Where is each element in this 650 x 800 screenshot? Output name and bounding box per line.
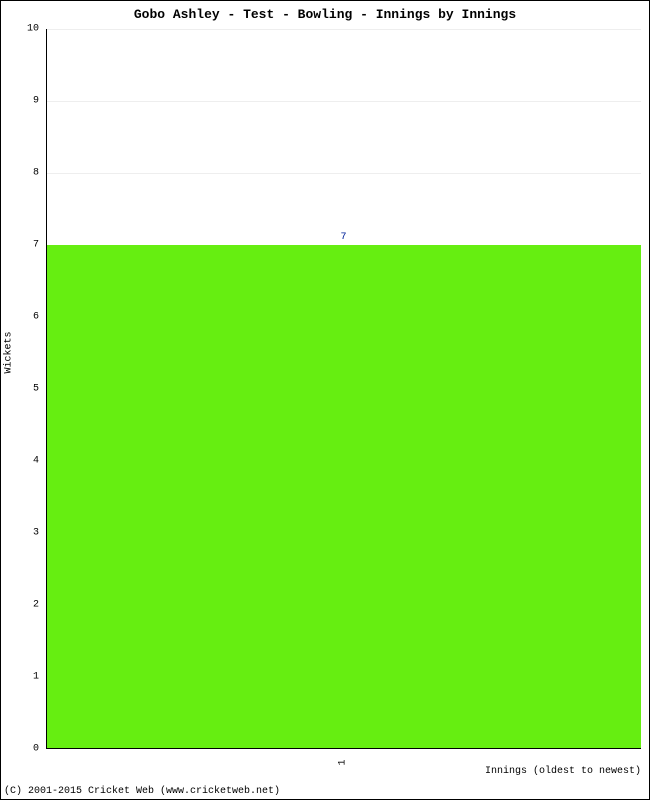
y-tick-label: 7 bbox=[19, 240, 39, 251]
gridline bbox=[46, 173, 641, 174]
y-axis-label: Wickets bbox=[4, 331, 15, 373]
y-tick-label: 4 bbox=[19, 456, 39, 467]
y-tick-label: 9 bbox=[19, 96, 39, 107]
x-axis-label: Innings (oldest to newest) bbox=[485, 766, 641, 777]
gridline bbox=[46, 101, 641, 102]
chart-container: Gobo Ashley - Test - Bowling - Innings b… bbox=[0, 0, 650, 800]
copyright-text: (C) 2001-2015 Cricket Web (www.cricketwe… bbox=[4, 786, 280, 797]
y-tick-label: 8 bbox=[19, 168, 39, 179]
y-tick-label: 3 bbox=[19, 528, 39, 539]
gridline bbox=[46, 29, 641, 30]
bar-value-label: 7 bbox=[340, 232, 346, 243]
y-tick-label: 1 bbox=[19, 672, 39, 683]
y-tick-label: 0 bbox=[19, 744, 39, 755]
y-tick-label: 2 bbox=[19, 600, 39, 611]
y-axis-line bbox=[46, 29, 47, 749]
y-tick-label: 5 bbox=[19, 384, 39, 395]
x-tick-label: 1 bbox=[337, 759, 348, 765]
bar bbox=[46, 245, 641, 749]
x-axis-line bbox=[46, 748, 641, 749]
chart-title: Gobo Ashley - Test - Bowling - Innings b… bbox=[1, 7, 649, 22]
y-tick-label: 6 bbox=[19, 312, 39, 323]
y-tick-label: 10 bbox=[19, 24, 39, 35]
plot-area: 7 bbox=[46, 29, 641, 749]
